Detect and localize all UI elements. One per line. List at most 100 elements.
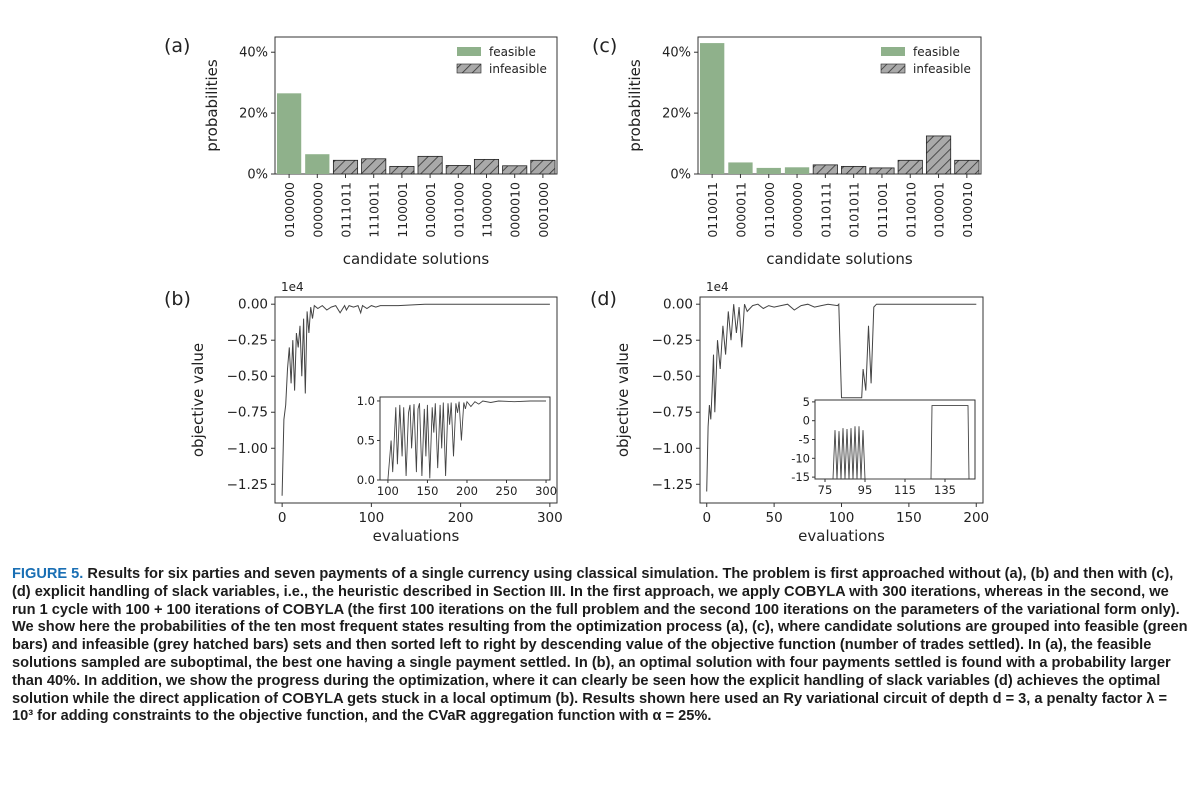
legend-label-infeasible: infeasible	[489, 62, 547, 76]
inset-plot: 100 150 200 250 300 0.0 0.5 1.0	[357, 394, 557, 498]
bar-0110111	[812, 164, 838, 175]
legend-label-feasible: feasible	[489, 45, 536, 59]
caption-label: FIGURE 5.	[12, 566, 84, 582]
inset-frame	[379, 396, 551, 481]
chart-b-objective: 0 100 200 300 0.00 −0.25 −0.50 −0.75 −1.00 −1.25 1…	[189, 280, 563, 545]
x-tick-label-0000011: 0000011	[733, 182, 748, 238]
y-axis-label: probabilities	[203, 59, 221, 152]
x-tick-label: 100	[358, 510, 384, 526]
y-tick-label: 20%	[239, 107, 268, 122]
y-tick-label: 40%	[662, 46, 691, 61]
y-tick-label: −1.00	[652, 441, 693, 457]
plot-frame	[697, 36, 982, 175]
bar-1110011	[361, 158, 387, 175]
y-tick-label: 40%	[239, 46, 268, 61]
inset-x-tick-label: 300	[535, 484, 557, 498]
x-axis-label: candidate solutions	[343, 250, 490, 268]
chart-c-probabilities: 0110011 0000011 0110000 0000000 0110111 01010…	[626, 36, 982, 268]
x-tick-label-0100010: 0100010	[960, 182, 975, 238]
x-tick-label-0000000: 0000000	[790, 182, 805, 238]
x-tick-label-0110111: 0110111	[818, 182, 833, 238]
inset-y-tick-label: 1.0	[357, 394, 375, 408]
inset-y-tick-label: 0	[803, 414, 810, 428]
inset-x-tick-label: 115	[894, 483, 916, 497]
legend-swatch-infeasible	[880, 63, 906, 74]
y-axis-label: objective value	[189, 343, 207, 457]
bar-1100001	[389, 165, 415, 175]
y-tick-label: 0.00	[663, 297, 693, 313]
bar-0100000	[276, 93, 302, 174]
x-tick-label-0001000: 0001000	[536, 182, 551, 238]
bar-0101000	[445, 165, 471, 175]
x-tick-label-0110000: 0110000	[762, 182, 777, 238]
bar-0111001	[869, 167, 895, 175]
x-tick-label-0101000: 0101000	[451, 182, 466, 238]
x-tick-label-0000010: 0000010	[508, 182, 523, 238]
x-tick-label-0111001: 0111001	[875, 182, 890, 238]
x-axis-label: candidate solutions	[766, 250, 913, 268]
bar-0100001	[925, 135, 952, 175]
x-tick-label-0110011: 0110011	[705, 182, 720, 238]
x-tick-label-1100001: 1100001	[395, 182, 410, 238]
y-axis-label: probabilities	[626, 59, 644, 152]
x-tick-label-0000000: 0000000	[310, 182, 325, 238]
plot-frame	[274, 36, 558, 175]
inset-series-line	[387, 400, 546, 481]
panel-label-c: (c)	[592, 35, 617, 57]
inset-y-tick-label: 0.5	[357, 433, 375, 447]
x-tick-label-1110011: 1110011	[367, 182, 382, 238]
bar-0000011	[728, 162, 753, 174]
y-tick-label: −0.50	[227, 369, 268, 385]
x-tick-label: 0	[278, 510, 287, 526]
x-tick-label: 0	[702, 510, 711, 526]
inset-y-tick-label: 0.0	[357, 473, 375, 487]
y-tick-label: −0.50	[652, 369, 693, 385]
series-line	[706, 302, 977, 492]
inset-plot: 75 95 115 135 5 0 -5 -10 -15	[791, 395, 976, 497]
series-line	[281, 303, 550, 496]
y-tick-label: −1.25	[227, 477, 268, 493]
figure-5: (a) (b) (c) (d) 0100000 0000000 0111011 111…	[164, 35, 989, 545]
inset-y-tick-label: -15	[791, 470, 810, 484]
inset-y-tick-label: 5	[803, 395, 810, 409]
bar-0000000	[784, 167, 810, 174]
bar-0110000	[756, 167, 781, 174]
inset-x-tick-label: 75	[818, 483, 833, 497]
y-tick-label: 0.00	[238, 297, 268, 313]
legend-swatch-infeasible	[456, 63, 482, 74]
inset-x-tick-label: 250	[496, 484, 518, 498]
x-tick-label-1100000: 1100000	[480, 182, 495, 238]
bar-0000000	[305, 154, 330, 174]
x-tick-label-0100000: 0100000	[282, 182, 297, 238]
bar-0001000	[530, 159, 556, 175]
y-tick-label: −0.75	[652, 405, 693, 421]
y-tick-label: 0%	[247, 168, 268, 183]
bar-0100001	[417, 155, 443, 175]
y-multiplier: 1e4	[706, 280, 729, 294]
bar-0101011	[841, 165, 867, 175]
panel-label-a: (a)	[164, 35, 190, 57]
x-axis-label: evaluations	[798, 527, 885, 545]
legend-swatch-feasible	[457, 47, 481, 56]
bar-0000010	[502, 165, 528, 175]
y-multiplier: 1e4	[281, 280, 304, 294]
y-tick-label: −0.25	[652, 333, 693, 349]
inset-y-tick-label: -10	[791, 451, 810, 465]
y-tick-label: 20%	[662, 107, 691, 122]
x-tick-label: 200	[963, 510, 989, 526]
inset-x-tick-label: 95	[858, 483, 873, 497]
x-tick-label-0111011: 0111011	[339, 182, 354, 238]
y-tick-label: −1.00	[227, 441, 268, 457]
inset-x-tick-label: 150	[416, 484, 438, 498]
bar-0110010	[897, 159, 923, 175]
x-tick-label-0100001: 0100001	[423, 182, 438, 238]
plot-frame	[274, 296, 558, 504]
x-axis-label: evaluations	[373, 527, 460, 545]
x-tick-label-0101011: 0101011	[847, 182, 862, 238]
panel-label-d: (d)	[590, 288, 617, 310]
caption-text: Results for six parties and seven paymen…	[12, 566, 1188, 725]
y-axis-label: objective value	[614, 343, 632, 457]
legend-label-feasible: feasible	[913, 45, 960, 59]
inset-x-tick-label: 100	[377, 484, 399, 498]
x-tick-label: 50	[766, 510, 783, 526]
